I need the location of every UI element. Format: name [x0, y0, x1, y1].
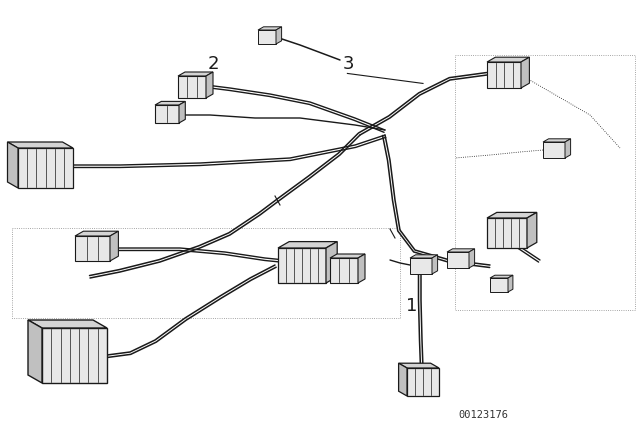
- Polygon shape: [8, 142, 73, 148]
- Polygon shape: [28, 320, 107, 328]
- Polygon shape: [276, 27, 282, 44]
- Text: 2: 2: [208, 56, 220, 73]
- Polygon shape: [565, 139, 571, 158]
- Polygon shape: [358, 254, 365, 283]
- Polygon shape: [42, 328, 107, 383]
- Polygon shape: [487, 218, 527, 248]
- Polygon shape: [155, 101, 186, 105]
- Polygon shape: [278, 248, 326, 283]
- Polygon shape: [179, 101, 186, 123]
- Polygon shape: [543, 139, 571, 142]
- Text: 3: 3: [342, 56, 354, 73]
- Polygon shape: [432, 255, 438, 274]
- Polygon shape: [110, 231, 118, 261]
- Polygon shape: [178, 76, 206, 98]
- Polygon shape: [75, 231, 118, 236]
- Polygon shape: [521, 57, 529, 88]
- Polygon shape: [527, 212, 537, 248]
- Polygon shape: [447, 252, 469, 268]
- Polygon shape: [178, 72, 213, 76]
- Polygon shape: [543, 142, 565, 158]
- Polygon shape: [410, 255, 438, 258]
- Text: 1: 1: [406, 297, 418, 315]
- Polygon shape: [487, 62, 521, 88]
- Polygon shape: [490, 275, 513, 278]
- Polygon shape: [75, 236, 110, 261]
- Polygon shape: [508, 275, 513, 292]
- Polygon shape: [469, 249, 475, 268]
- Polygon shape: [399, 363, 439, 368]
- Polygon shape: [258, 27, 282, 30]
- Polygon shape: [28, 320, 42, 383]
- Polygon shape: [155, 105, 179, 123]
- Polygon shape: [8, 142, 18, 188]
- Polygon shape: [330, 254, 365, 258]
- Polygon shape: [278, 241, 337, 248]
- Polygon shape: [487, 57, 529, 62]
- Polygon shape: [407, 368, 439, 396]
- Polygon shape: [490, 278, 508, 292]
- Polygon shape: [447, 249, 475, 252]
- Text: 00123176: 00123176: [458, 410, 508, 420]
- Polygon shape: [410, 258, 432, 274]
- Polygon shape: [330, 258, 358, 283]
- Polygon shape: [258, 30, 276, 44]
- Polygon shape: [399, 363, 407, 396]
- Polygon shape: [18, 148, 73, 188]
- Polygon shape: [206, 72, 213, 98]
- Polygon shape: [326, 241, 337, 283]
- Polygon shape: [487, 212, 537, 218]
